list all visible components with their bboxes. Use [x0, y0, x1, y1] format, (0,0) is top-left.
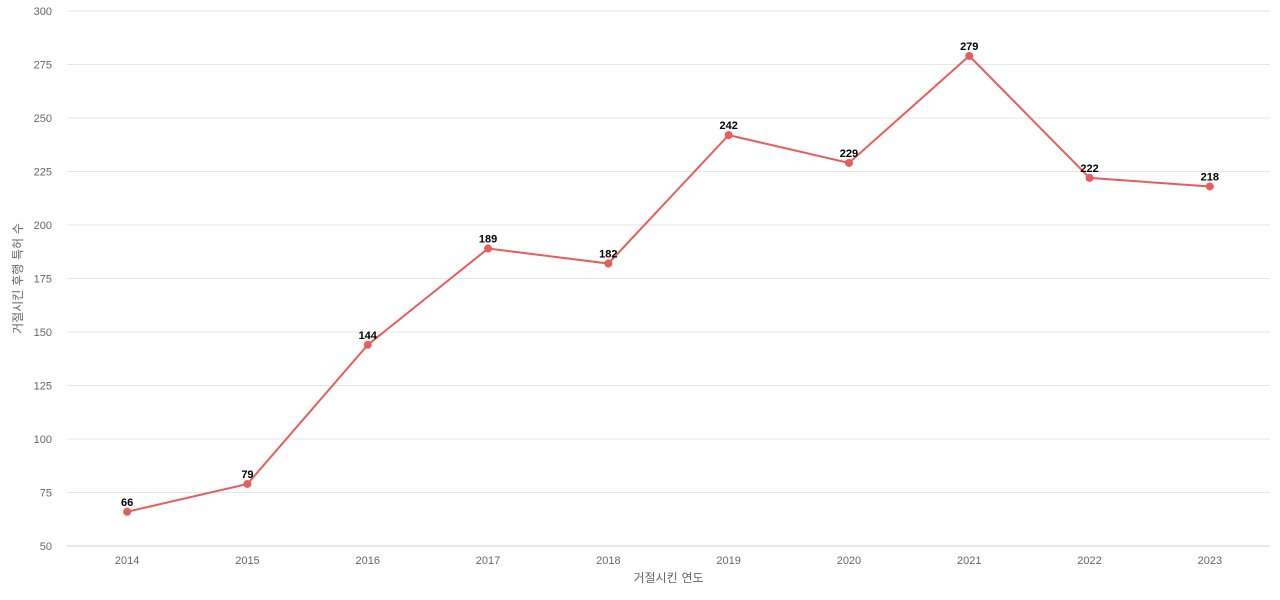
data-label: 189	[479, 234, 497, 246]
x-tick-label: 2014	[115, 555, 139, 567]
series-line	[126, 54, 1210, 513]
data-label: 66	[121, 497, 133, 509]
y-tick-label: 100	[34, 434, 52, 446]
x-tick-label: 2021	[957, 555, 981, 567]
data-point[interactable]	[604, 259, 613, 268]
data-label: 144	[359, 330, 378, 342]
data-point[interactable]	[1085, 173, 1094, 182]
y-tick-label: 200	[34, 220, 52, 232]
y-tick-label: 225	[34, 167, 52, 179]
x-axis-ticks: 2014 2015 2016 2017 2018 2019 2020 2021 2022 2023	[115, 555, 1222, 567]
x-tick-label: 2023	[1198, 555, 1222, 567]
y-tick-label: 75	[40, 488, 52, 500]
data-point[interactable]	[1205, 182, 1214, 191]
x-tick-label: 2020	[837, 555, 861, 567]
grid-lines	[67, 10, 1270, 493]
y-tick-label: 50	[40, 541, 52, 553]
data-label: 218	[1201, 171, 1219, 183]
x-axis-title: 거절시킨 연도	[633, 571, 703, 585]
data-label: 79	[241, 469, 253, 481]
y-tick-label: 300	[34, 6, 52, 18]
y-tick-label: 175	[34, 274, 52, 286]
data-label: 229	[840, 148, 858, 160]
data-label: 182	[599, 249, 617, 261]
data-point[interactable]	[724, 131, 733, 140]
data-point[interactable]	[243, 479, 252, 488]
y-axis-title: 거절시킨 후행 특허 수	[10, 223, 25, 334]
data-labels: 66 79 144 189 182 242 229 279 222 218	[121, 41, 1219, 509]
x-tick-label: 2016	[356, 555, 380, 567]
x-tick-label: 2019	[716, 555, 740, 567]
data-label: 279	[960, 41, 978, 53]
y-tick-label: 150	[34, 327, 52, 339]
data-point[interactable]	[123, 507, 132, 516]
y-tick-label: 125	[34, 381, 52, 393]
x-tick-label: 2022	[1077, 555, 1101, 567]
x-tick-label: 2017	[476, 555, 500, 567]
data-point[interactable]	[363, 340, 372, 349]
y-tick-label: 275	[34, 60, 52, 72]
data-point[interactable]	[965, 51, 974, 60]
x-tick-label: 2015	[235, 555, 259, 567]
data-points	[123, 51, 1214, 516]
y-axis-ticks: 50 75 100 125 150 175 200 225 250 275 300	[34, 6, 52, 553]
data-point[interactable]	[484, 244, 493, 253]
data-point[interactable]	[844, 158, 853, 167]
y-tick-label: 250	[34, 113, 52, 125]
x-tick-label: 2018	[596, 555, 620, 567]
data-label: 242	[719, 120, 737, 132]
data-label: 222	[1080, 163, 1098, 175]
